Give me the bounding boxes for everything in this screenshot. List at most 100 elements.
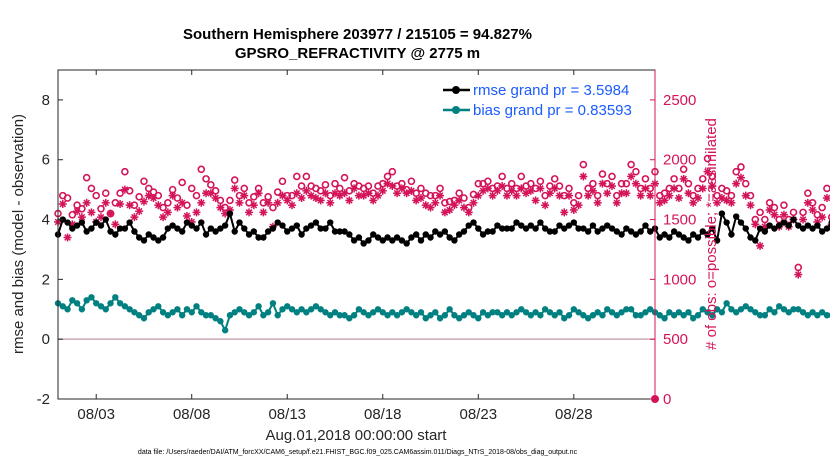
plot-area bbox=[54, 154, 830, 403]
obs-assimilated-point bbox=[693, 194, 702, 203]
bias-point bbox=[121, 303, 129, 310]
obs-possible-point bbox=[670, 175, 678, 183]
bias-point bbox=[236, 306, 243, 313]
obs-possible-point bbox=[101, 189, 110, 198]
bias-point bbox=[694, 312, 702, 319]
obs-possible-point bbox=[598, 170, 607, 178]
rmse-point bbox=[632, 231, 640, 238]
obs-possible-point bbox=[827, 213, 830, 221]
obs-assimilated-point bbox=[488, 191, 497, 200]
rmse-point bbox=[666, 234, 673, 241]
bias-point bbox=[393, 312, 401, 319]
obs-assimilated-point bbox=[531, 196, 540, 205]
rmse-point bbox=[73, 222, 81, 229]
rmse-point bbox=[518, 222, 525, 229]
bias-point bbox=[775, 303, 783, 310]
obs-assimilated-point bbox=[445, 205, 454, 214]
rmse-point bbox=[346, 231, 353, 238]
bias-point bbox=[183, 306, 191, 313]
bias-point bbox=[341, 312, 348, 319]
obs-assimilated-point bbox=[77, 213, 86, 222]
bias-point bbox=[155, 303, 162, 310]
obs-possible-point bbox=[445, 197, 454, 206]
rmse-point bbox=[594, 228, 601, 235]
bias-point bbox=[690, 315, 697, 322]
rmse-point bbox=[627, 228, 635, 235]
obs-possible-point bbox=[192, 191, 201, 200]
rmse-point bbox=[694, 234, 702, 241]
bias-point bbox=[460, 312, 468, 319]
obs-assimilated-point bbox=[646, 191, 655, 200]
bias-point bbox=[527, 312, 535, 319]
bias-point bbox=[623, 306, 630, 313]
obs-possible-point bbox=[818, 203, 826, 212]
obs-assimilated-point bbox=[493, 186, 502, 195]
obs-possible-point bbox=[780, 201, 788, 209]
obs-assimilated-point bbox=[627, 172, 636, 181]
rmse-point bbox=[135, 234, 143, 241]
obs-possible-point bbox=[593, 191, 602, 200]
rmse-point bbox=[823, 225, 830, 232]
rmse-point bbox=[460, 228, 468, 235]
bias-point bbox=[355, 306, 363, 313]
bias-point bbox=[766, 306, 773, 313]
rmse-point bbox=[704, 231, 711, 238]
x-tick-label: 08/13 bbox=[268, 406, 306, 423]
rmse-point bbox=[599, 225, 606, 232]
rmse-point bbox=[198, 219, 205, 226]
obs-assimilated-point bbox=[63, 233, 72, 242]
obs-possible-point bbox=[727, 191, 736, 200]
rmse-point bbox=[384, 234, 391, 241]
obs-possible-point bbox=[292, 172, 301, 181]
obs-possible-point bbox=[527, 179, 535, 188]
rmse-point bbox=[88, 225, 95, 232]
obs-assimilated-point bbox=[364, 189, 373, 198]
rmse-point bbox=[293, 222, 300, 229]
bias-point bbox=[331, 309, 339, 316]
obs-assimilated-point bbox=[565, 191, 574, 200]
bias-point bbox=[408, 309, 415, 316]
bias-point bbox=[284, 303, 291, 310]
bias-point bbox=[260, 312, 267, 319]
bias-point bbox=[498, 312, 506, 319]
rmse-point bbox=[604, 222, 611, 229]
bias-point bbox=[709, 312, 716, 319]
bias-point bbox=[589, 312, 597, 319]
bias-point bbox=[188, 309, 195, 316]
rmse-point bbox=[795, 222, 802, 229]
obs-possible-point bbox=[82, 173, 91, 182]
rmse-point bbox=[403, 240, 410, 247]
obs-assimilated-point bbox=[178, 198, 187, 207]
bias-point bbox=[685, 309, 692, 316]
obs-possible-point bbox=[87, 184, 96, 193]
bias-point bbox=[64, 306, 71, 313]
obs-assimilated-point bbox=[526, 186, 535, 195]
obs-assimilated-point bbox=[116, 199, 125, 208]
bias-point bbox=[475, 315, 482, 322]
obs-possible-point bbox=[579, 160, 588, 169]
obs-assimilated-point bbox=[689, 198, 698, 207]
rmse-point bbox=[642, 222, 649, 229]
rmse-point bbox=[699, 228, 706, 235]
rmse-point bbox=[269, 225, 277, 232]
rmse-point bbox=[217, 225, 224, 232]
rmse-point bbox=[121, 225, 129, 232]
obs-assimilated-point bbox=[397, 184, 406, 193]
obs-possible-point bbox=[230, 176, 239, 184]
bias-point bbox=[255, 303, 262, 310]
obs-assimilated-point bbox=[436, 191, 445, 200]
obs-assimilated-point bbox=[111, 220, 120, 229]
rmse-point bbox=[637, 228, 644, 235]
obs-possible-point bbox=[498, 172, 506, 181]
obs-possible-point bbox=[97, 204, 105, 213]
rmse-point bbox=[761, 228, 769, 235]
obs-assimilated-point bbox=[727, 198, 736, 207]
obs-assimilated-point bbox=[545, 189, 554, 198]
obs-assimilated-point bbox=[288, 201, 297, 210]
obs-assimilated-point bbox=[464, 208, 473, 217]
obs-possible-point bbox=[708, 172, 717, 181]
y-right-tick-label: 500 bbox=[663, 331, 688, 348]
obs-assimilated-point bbox=[622, 189, 631, 198]
obs-assimilated-point bbox=[708, 182, 717, 191]
obs-assimilated-point bbox=[416, 194, 425, 203]
